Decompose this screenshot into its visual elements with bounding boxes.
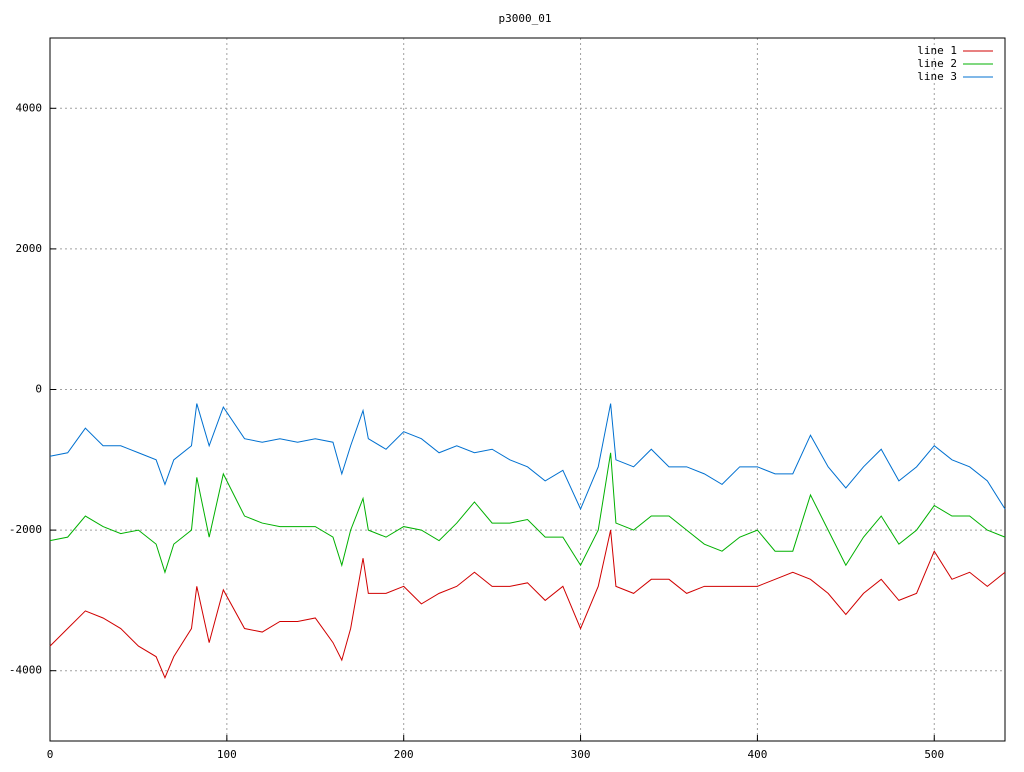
y-tick-label: -2000 bbox=[9, 523, 42, 536]
x-tick-label: 400 bbox=[747, 748, 767, 761]
plot-frame bbox=[49, 37, 1006, 742]
legend-label: line 1 bbox=[917, 44, 957, 57]
x-tick-label: 500 bbox=[924, 748, 944, 761]
chart-title: p3000_01 bbox=[499, 12, 552, 25]
y-tick-label: 2000 bbox=[16, 242, 43, 255]
x-tick-label: 100 bbox=[217, 748, 237, 761]
data-line bbox=[49, 529, 1006, 680]
y-tick-label: -4000 bbox=[9, 664, 42, 677]
data-line bbox=[49, 403, 1006, 511]
x-tick-label: 200 bbox=[394, 748, 414, 761]
legend-label: line 2 bbox=[917, 57, 957, 70]
x-tick-label: 300 bbox=[571, 748, 591, 761]
legend-label: line 3 bbox=[917, 70, 957, 83]
y-tick-label: 4000 bbox=[16, 101, 43, 114]
x-tick-label: 0 bbox=[47, 748, 54, 761]
y-tick-label: 0 bbox=[35, 383, 42, 396]
data-line bbox=[49, 452, 1006, 574]
